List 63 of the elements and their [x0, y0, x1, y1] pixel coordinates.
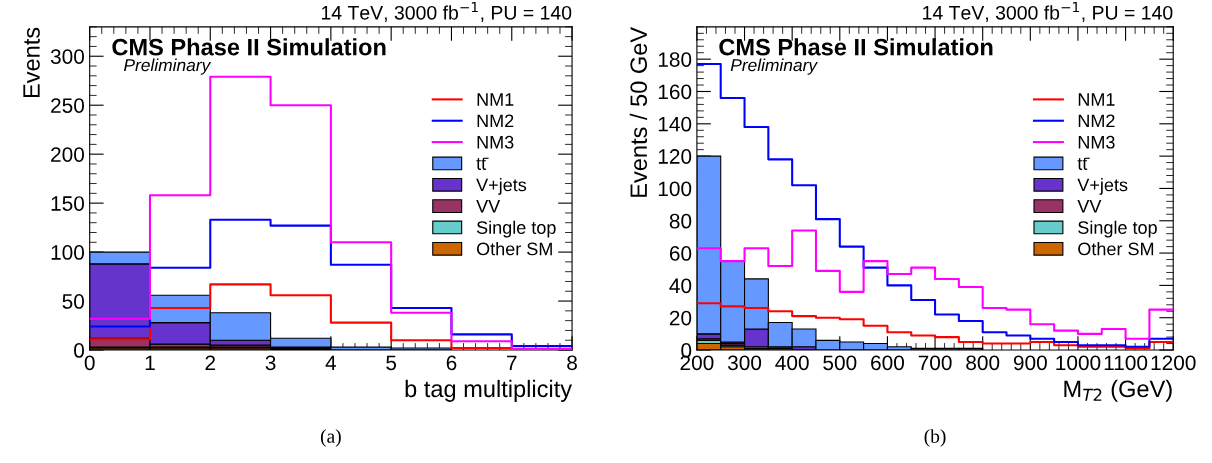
text: (b): [924, 429, 946, 447]
y-tick-label: 300: [50, 49, 85, 64]
x-tick-label: 400: [775, 355, 809, 371]
y-axis-title: Events / 50 GeV: [629, 26, 648, 197]
legend-label: tt̄: [476, 157, 489, 170]
x-tick-label: 900: [1013, 355, 1047, 371]
y-tick-label: 80: [669, 213, 692, 229]
chart-title: CMS Phase II Simulation: [719, 38, 993, 56]
x-tick-label: 1000: [1056, 355, 1101, 371]
y-tick-label: 20: [669, 310, 692, 326]
y-tick-label: 160: [658, 84, 692, 100]
x-tick-label: 1200: [1151, 355, 1196, 371]
x-tick-label: 0: [84, 355, 95, 371]
text: 14 TeV, 3000 fb$^{−1}$, PU = 140: [923, 2, 1173, 22]
legend-label: NM2: [477, 114, 514, 128]
x-tick-label: 500: [823, 355, 857, 371]
y-tick-label: 0: [74, 343, 85, 358]
y-tick-label: 150: [51, 196, 85, 211]
legend-label: V+jets: [476, 178, 527, 195]
x-tick-label: 8: [567, 355, 577, 371]
x-tick-label: 800: [966, 355, 1000, 371]
legend-label: VV: [476, 200, 501, 213]
x-tick-label: 7: [507, 355, 517, 370]
legend-label: Single top: [1078, 220, 1157, 238]
y-tick-label: 140: [658, 116, 692, 132]
y-tick-label: 50: [62, 294, 85, 309]
legend-label: Other SM: [1078, 242, 1154, 256]
legend-label: VV: [1077, 200, 1102, 213]
x-tick-label: 2: [205, 355, 216, 370]
text: Preliminary: [730, 58, 818, 75]
y-tick-label: 180: [658, 52, 692, 67]
x-tick-label: 600: [871, 355, 904, 371]
y-tick-label: 200: [51, 147, 85, 162]
legend-label: NM3: [477, 135, 514, 149]
y-tick-label: 100: [658, 181, 692, 197]
legend-label: NM1: [1078, 93, 1115, 106]
text: (a): [320, 429, 341, 447]
x-tick-label: 4: [325, 355, 337, 370]
x-tick-label: 5: [386, 355, 397, 371]
x-tick-label: 1100: [1104, 355, 1148, 371]
y-tick-label: 250: [51, 98, 85, 113]
legend-label: NM3: [1078, 135, 1115, 149]
x-tick-label: 3: [265, 355, 276, 371]
x-tick-label: 1: [145, 355, 155, 370]
legend-label: tt̄: [1077, 157, 1090, 170]
y-tick-label: 60: [669, 246, 692, 261]
y-tick-label: 120: [658, 149, 692, 164]
y-tick-label: 40: [669, 278, 692, 294]
x-axis-title: b tag multiplicity: [405, 379, 573, 402]
text: Preliminary: [123, 58, 212, 75]
legend-label: NM1: [477, 93, 514, 106]
x-axis-title: M$_{T2}$ (GeV): [1064, 379, 1172, 402]
x-tick-label: 6: [446, 355, 457, 371]
legend-label: Other SM: [476, 242, 552, 256]
chart-title: CMS Phase II Simulation: [112, 38, 386, 56]
legend-label: Single top: [476, 220, 556, 238]
x-tick-label: 700: [918, 355, 952, 371]
y-tick-label: 100: [51, 245, 85, 260]
text: 14 TeV, 3000 fb$^{−1}$, PU = 140: [321, 2, 572, 22]
legend-label: V+jets: [1077, 178, 1128, 195]
legend-label: NM2: [1078, 114, 1115, 128]
y-axis-title: Events: [23, 27, 40, 98]
x-tick-label: 300: [727, 355, 762, 371]
